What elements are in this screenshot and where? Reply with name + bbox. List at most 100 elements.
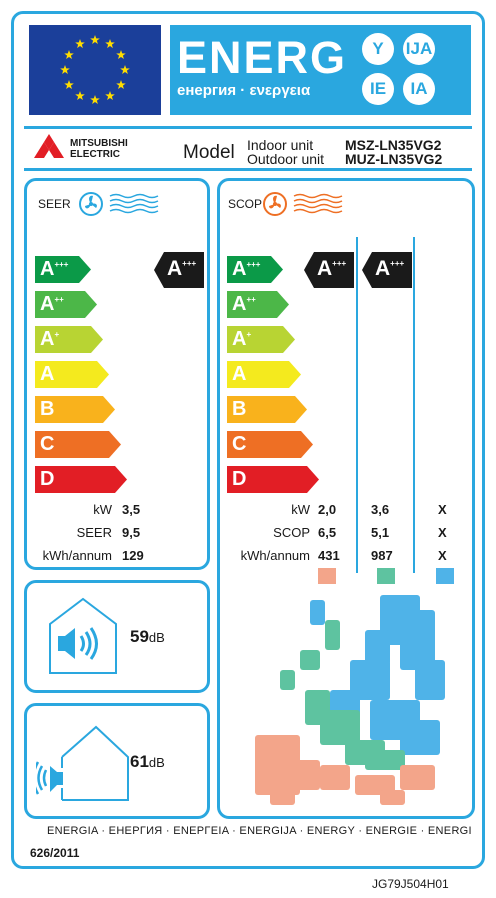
heating-row-label: kWh/annum	[240, 548, 310, 563]
energy-class-bar: A	[35, 361, 109, 388]
languages-footer: ENERGIA · ЕНЕРГИЯ · ΕΝΕΡΓΕΙΑ · ENERGIJA …	[47, 825, 472, 837]
energy-class-bar: A	[227, 361, 301, 388]
cooling-row-value: 129	[122, 548, 144, 563]
energy-rating-label: A+++	[375, 257, 405, 280]
energy-class-label: B	[232, 398, 247, 420]
regulation-number: 626/2011	[30, 846, 80, 860]
energy-class-bar: D	[227, 466, 319, 493]
mitsubishi-logo-icon	[34, 134, 64, 158]
outdoor-noise-panel	[24, 703, 210, 819]
climate-zone-region	[400, 720, 440, 755]
climate-zone-region	[400, 610, 435, 670]
energy-class-bar: B	[35, 396, 115, 423]
climate-zone-region	[280, 670, 295, 690]
energy-class-bar: A+	[227, 326, 295, 353]
manufacturer-name-line2: ELECTRIC	[70, 149, 120, 160]
energy-class-bar: A+++	[227, 256, 283, 283]
manufacturer-name: MITSUBISHI ELECTRIC	[70, 138, 128, 160]
energy-class-bar: A+	[35, 326, 103, 353]
heating-panel	[217, 178, 475, 819]
energy-class-bar: D	[35, 466, 127, 493]
climate-zone-region	[305, 690, 330, 725]
energy-class-bar: C	[227, 431, 313, 458]
heating-row-value: 431	[318, 548, 340, 563]
energy-word: ENERG	[177, 32, 348, 83]
eu-star-icon	[64, 80, 74, 89]
heating-row-value: X	[438, 502, 447, 517]
indoor-noise-value: 59dB	[130, 627, 165, 647]
outdoor-noise-unit: dB	[148, 755, 165, 770]
outdoor-noise-number: 61	[130, 752, 149, 771]
energy-rating-label: A+++	[317, 257, 347, 280]
header-divider	[24, 126, 472, 129]
eu-star-icon	[116, 50, 126, 59]
language-badge-ia: IA	[403, 73, 435, 105]
energy-class-label: D	[40, 468, 55, 490]
climate-zone-region	[365, 630, 390, 665]
document-code: JG79J504H01	[372, 877, 449, 891]
heating-row-value: 2,0	[318, 502, 337, 517]
label-frame	[11, 11, 485, 869]
indoor-noise-panel	[24, 580, 210, 693]
energy-class-bar: A+++	[35, 256, 91, 283]
climate-zone-region	[310, 600, 325, 625]
energy-class-bar: A++	[35, 291, 97, 318]
heating-row-label: kW	[291, 502, 310, 517]
language-badge-y: Y	[362, 33, 394, 65]
energy-class-label: A+++	[40, 258, 69, 280]
energy-class-label: A++	[232, 293, 256, 315]
energy-class-label: A	[232, 363, 247, 385]
energy-class-label: A+++	[232, 258, 261, 280]
eu-star-icon	[105, 39, 115, 49]
climate-zone-region	[325, 620, 340, 650]
climate-zone-swatch	[436, 568, 454, 584]
eu-star-icon	[120, 65, 130, 74]
energy-class-label: C	[232, 433, 247, 455]
energy-class-label: A	[40, 363, 55, 385]
outdoor-noise-value: 61dB	[130, 752, 165, 772]
climate-zone-region	[380, 790, 405, 805]
climate-zone-region	[270, 790, 295, 805]
cooling-row-value: 3,5	[122, 502, 141, 517]
energy-class-bar: A++	[227, 291, 289, 318]
energy-rating-label: A+++	[167, 257, 197, 280]
outdoor-unit-label: Outdoor unit	[247, 151, 325, 167]
eu-star-icon	[64, 50, 74, 59]
europe-climate-map	[255, 595, 445, 805]
energy-class-label: A+	[232, 328, 252, 350]
model-divider	[24, 168, 472, 171]
eu-star-icon	[90, 95, 100, 104]
cooling-title: SEER	[38, 197, 71, 211]
indoor-noise-unit: dB	[148, 630, 165, 645]
climate-zone-region	[350, 660, 390, 700]
heating-row-value: 5,1	[371, 525, 390, 540]
climate-zone-region	[415, 660, 445, 700]
energy-class-label: C	[40, 433, 55, 455]
energy-class-label: A++	[40, 293, 64, 315]
eu-star-icon	[105, 91, 115, 100]
climate-zone-region	[365, 750, 405, 770]
indoor-model-code: MSZ-LN35VG2	[345, 137, 442, 153]
climate-zone-region	[300, 650, 320, 670]
climate-zone-region	[330, 690, 360, 715]
energy-subtitle: енергия · ενεργεια	[177, 82, 311, 99]
cooling-row-label: kWh/annum	[42, 548, 112, 563]
energy-rating-arrow: A+++	[362, 252, 412, 288]
outdoor-speaker-icon	[36, 725, 129, 801]
column-divider-2	[413, 237, 415, 573]
cooling-fan-icon	[79, 192, 159, 216]
heating-title: SCOP	[228, 197, 263, 211]
climate-zone-region	[290, 760, 320, 790]
climate-zone-region	[255, 735, 300, 795]
energy-class-bar: B	[227, 396, 307, 423]
energy-rating-arrow: A+++	[304, 252, 354, 288]
indoor-speaker-icon	[49, 597, 117, 674]
cooling-row-label: SEER	[76, 525, 112, 540]
eu-star-icon	[90, 35, 100, 44]
outdoor-model-code: MUZ-LN35VG2	[345, 151, 443, 167]
energy-rating-arrow: A+++	[154, 252, 204, 288]
cooling-row-label: kW	[93, 502, 112, 517]
heating-fan-icon	[263, 192, 343, 216]
climate-zone-swatch	[377, 568, 395, 584]
heating-row-value: 6,5	[318, 525, 337, 540]
